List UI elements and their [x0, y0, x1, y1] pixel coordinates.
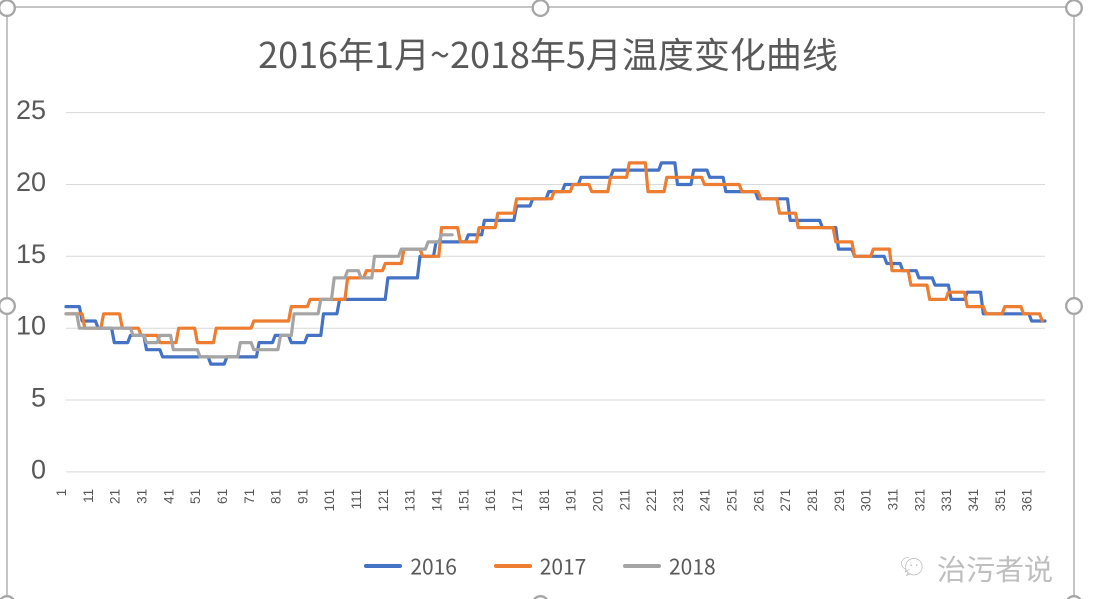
svg-text:10: 10 — [16, 311, 46, 341]
svg-text:41: 41 — [161, 489, 176, 504]
svg-text:251: 251 — [725, 489, 740, 512]
svg-text:281: 281 — [805, 489, 820, 512]
svg-text:351: 351 — [993, 489, 1008, 512]
svg-text:61: 61 — [215, 489, 230, 504]
svg-text:11: 11 — [81, 489, 96, 503]
svg-text:71: 71 — [242, 489, 257, 504]
svg-text:141: 141 — [430, 489, 445, 512]
svg-text:25: 25 — [16, 95, 46, 125]
svg-text:91: 91 — [295, 489, 310, 504]
svg-text:241: 241 — [698, 489, 713, 512]
svg-text:321: 321 — [912, 489, 927, 512]
svg-text:111: 111 — [349, 489, 364, 510]
svg-text:31: 31 — [135, 489, 150, 504]
svg-text:231: 231 — [671, 489, 686, 512]
svg-text:301: 301 — [859, 489, 874, 512]
svg-text:0: 0 — [31, 454, 46, 484]
svg-text:161: 161 — [483, 489, 498, 512]
svg-text:81: 81 — [269, 489, 284, 504]
svg-text:211: 211 — [617, 489, 632, 511]
svg-text:15: 15 — [16, 239, 46, 269]
svg-text:341: 341 — [966, 489, 981, 512]
svg-text:311: 311 — [886, 489, 901, 511]
svg-text:271: 271 — [778, 489, 793, 512]
svg-text:101: 101 — [322, 489, 337, 512]
svg-text:191: 191 — [564, 489, 579, 512]
svg-text:181: 181 — [537, 489, 552, 512]
svg-text:131: 131 — [403, 489, 418, 512]
svg-text:20: 20 — [16, 167, 46, 197]
svg-text:21: 21 — [108, 489, 123, 504]
svg-text:121: 121 — [376, 489, 391, 512]
svg-text:151: 151 — [456, 489, 471, 512]
svg-text:5: 5 — [31, 383, 46, 413]
svg-text:261: 261 — [751, 489, 766, 512]
svg-text:291: 291 — [832, 489, 847, 512]
svg-text:361: 361 — [1020, 489, 1035, 512]
svg-text:1: 1 — [54, 489, 69, 497]
svg-text:221: 221 — [644, 489, 659, 512]
svg-text:201: 201 — [590, 489, 605, 512]
svg-text:331: 331 — [939, 489, 954, 512]
svg-text:171: 171 — [510, 489, 525, 512]
svg-text:51: 51 — [188, 489, 203, 504]
